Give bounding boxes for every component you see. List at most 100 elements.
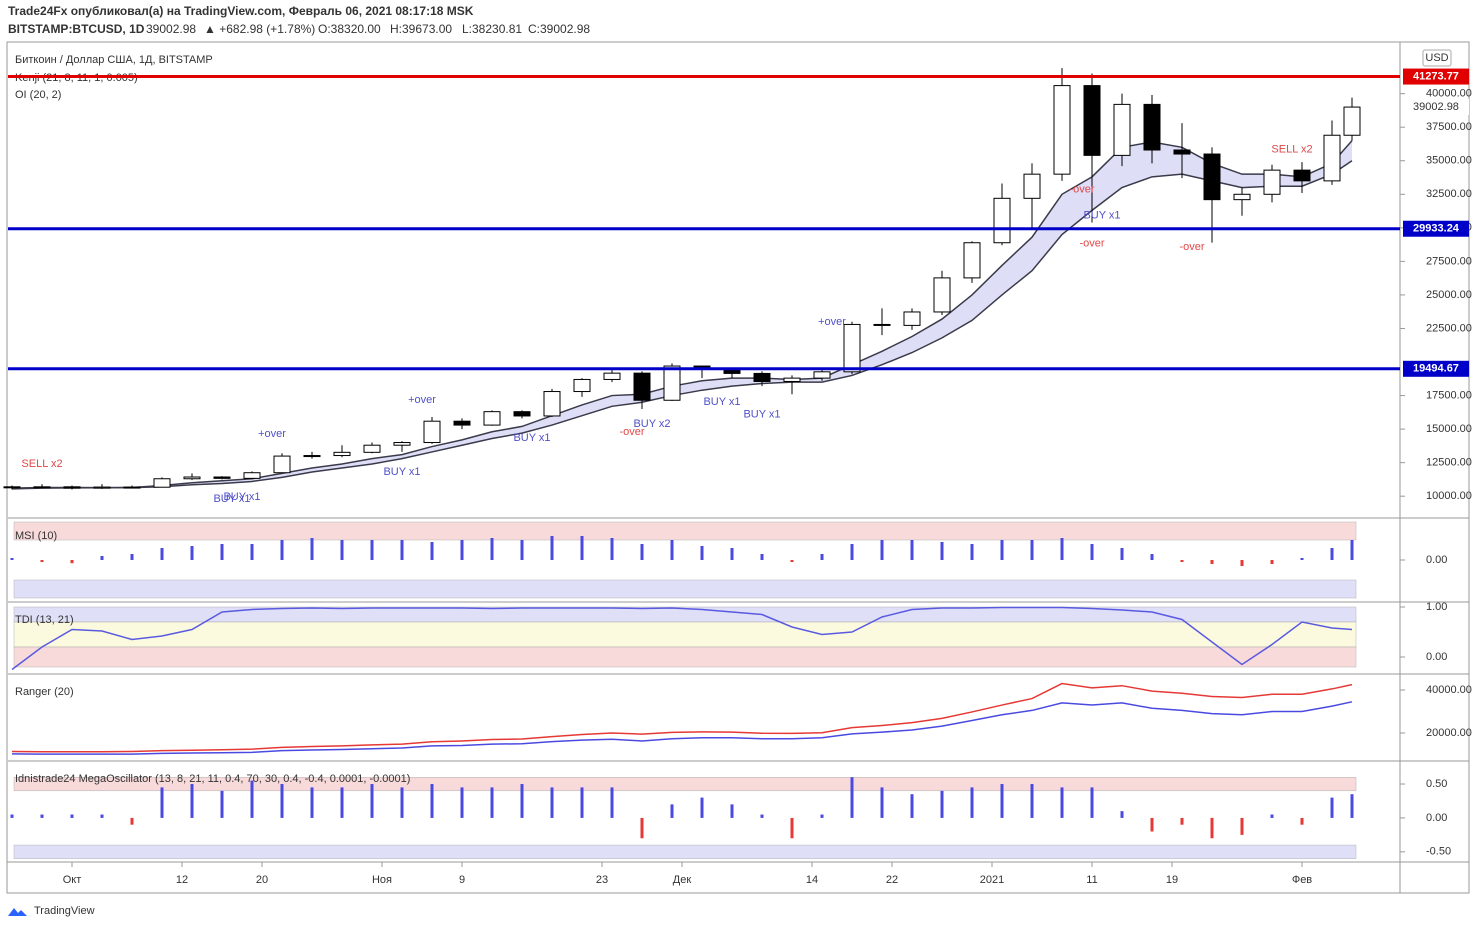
close: C:39002.98 bbox=[528, 22, 590, 36]
pane-title: Биткоин / Доллар США, 1Д, BITSTAMP bbox=[15, 54, 213, 66]
x-tick-label: Окт bbox=[63, 874, 82, 886]
annotation: +over bbox=[258, 428, 286, 440]
pane-title: TDI (13, 21) bbox=[15, 614, 74, 626]
series-line bbox=[11, 160, 1353, 490]
candle-body bbox=[393, 442, 411, 446]
x-tick-label: 11 bbox=[1086, 874, 1097, 886]
tv-logo bbox=[8, 908, 27, 916]
y-tick-label: 22500.00 bbox=[1426, 322, 1472, 334]
candle-body bbox=[603, 372, 621, 380]
candle-body bbox=[33, 486, 51, 489]
x-tick-label: 14 bbox=[806, 874, 818, 886]
pane-title: Idnistrade24 MegaOscillator (13, 8, 21, … bbox=[15, 773, 410, 785]
candle-body bbox=[153, 478, 171, 488]
candle-body bbox=[453, 420, 471, 426]
candle-body bbox=[1263, 169, 1281, 195]
candle-body bbox=[843, 323, 861, 373]
level-label: 29933.24 bbox=[1413, 223, 1460, 235]
candle-body bbox=[213, 476, 231, 479]
level-label: 19494.67 bbox=[1413, 363, 1459, 375]
y-tick-label: 20000.00 bbox=[1426, 727, 1472, 739]
annotation: -over bbox=[1179, 241, 1204, 253]
y-tick-label: -0.50 bbox=[1426, 846, 1451, 858]
series-line bbox=[11, 682, 1353, 753]
candle-body bbox=[1083, 85, 1101, 156]
candle-body bbox=[273, 455, 291, 474]
y-tick-label: 0.00 bbox=[1426, 554, 1447, 566]
candle-body bbox=[123, 486, 141, 489]
currency-box bbox=[1422, 49, 1452, 67]
x-tick-label: 12 bbox=[176, 874, 188, 886]
band bbox=[13, 776, 1357, 792]
series-line bbox=[11, 701, 1353, 755]
y-tick-label: 1.00 bbox=[1426, 601, 1447, 613]
pane-title: Ranger (20) bbox=[15, 686, 74, 698]
candle-body bbox=[753, 372, 771, 382]
annotation: BUY x1 bbox=[743, 408, 780, 420]
pane-title: MSI (10) bbox=[15, 530, 57, 542]
x-tick-label: 2021 bbox=[980, 874, 1004, 886]
annotation: SELL x2 bbox=[21, 458, 62, 470]
candle-body bbox=[1343, 106, 1361, 136]
y-tick-label: 17500.00 bbox=[1426, 389, 1472, 401]
last-price: 39002.98 bbox=[1413, 101, 1459, 113]
candle-body bbox=[1173, 149, 1191, 155]
y-tick-label: 15000.00 bbox=[1426, 423, 1472, 435]
candle-body bbox=[423, 420, 441, 444]
series-line bbox=[11, 140, 1353, 489]
candle-body bbox=[873, 323, 891, 326]
candle-body bbox=[1293, 169, 1311, 182]
y-tick-label: 0.50 bbox=[1426, 778, 1447, 790]
band bbox=[13, 844, 1357, 859]
candle-body bbox=[783, 377, 801, 382]
legend: OI (20, 2) bbox=[15, 89, 61, 101]
y-tick-label: 25000.00 bbox=[1426, 289, 1472, 301]
candle-body bbox=[633, 372, 651, 401]
series-line bbox=[11, 606, 1353, 671]
last-tag bbox=[1403, 99, 1469, 116]
candle-body bbox=[963, 242, 981, 279]
candle-body bbox=[663, 365, 681, 401]
x-tick-label: 9 bbox=[459, 874, 465, 886]
annotation: +over bbox=[818, 316, 846, 328]
annotation: BUY x1 bbox=[223, 491, 260, 503]
candle-body bbox=[363, 444, 381, 453]
y-tick-label: 0.00 bbox=[1426, 651, 1447, 663]
last: 39002.98 bbox=[146, 22, 196, 36]
candle-body bbox=[1053, 85, 1071, 175]
candle-body bbox=[93, 486, 111, 489]
x-tick-label: 19 bbox=[1166, 874, 1178, 886]
annotation: SELL x2 bbox=[1271, 144, 1312, 156]
y-tick-label: 32500.00 bbox=[1426, 188, 1472, 200]
annotation: BUY x1 bbox=[1083, 210, 1120, 222]
candle-body bbox=[1233, 193, 1251, 201]
currency: USD bbox=[1425, 52, 1448, 64]
band bbox=[13, 579, 1357, 599]
level-tag bbox=[1403, 360, 1469, 377]
high: H:39673.00 bbox=[390, 22, 452, 36]
annotation: BUY x1 bbox=[383, 466, 420, 478]
candle-body bbox=[63, 486, 81, 489]
candle-body bbox=[1143, 103, 1161, 151]
publisher: Trade24Fx опубликовал(а) на TradingView.… bbox=[8, 4, 474, 18]
candle-body bbox=[513, 411, 531, 417]
x-tick-label: 23 bbox=[596, 874, 608, 886]
candle-body bbox=[1203, 153, 1221, 201]
y-tick-label: 40000.00 bbox=[1426, 684, 1472, 696]
y-tick-label: 35000.00 bbox=[1426, 155, 1472, 167]
low: L:38230.81 bbox=[462, 22, 522, 36]
candle-body bbox=[333, 451, 351, 457]
frame bbox=[6, 41, 1470, 894]
y-tick-label: 10000.00 bbox=[1426, 490, 1472, 502]
annotation: +over bbox=[408, 394, 436, 406]
level-tag bbox=[1403, 220, 1469, 237]
candle-body bbox=[933, 277, 951, 313]
candle-body bbox=[1113, 103, 1131, 156]
candle-body bbox=[483, 411, 501, 426]
y-tick-label: 40000.00 bbox=[1426, 88, 1472, 100]
footer: TradingView bbox=[34, 905, 95, 917]
open: O:38320.00 bbox=[318, 22, 381, 36]
symbol: BITSTAMP:BTCUSD, 1D bbox=[8, 22, 145, 36]
charts: 10000.00 12500.00 15000.00 17500.00 22500.00… bbox=[3, 49, 1472, 886]
